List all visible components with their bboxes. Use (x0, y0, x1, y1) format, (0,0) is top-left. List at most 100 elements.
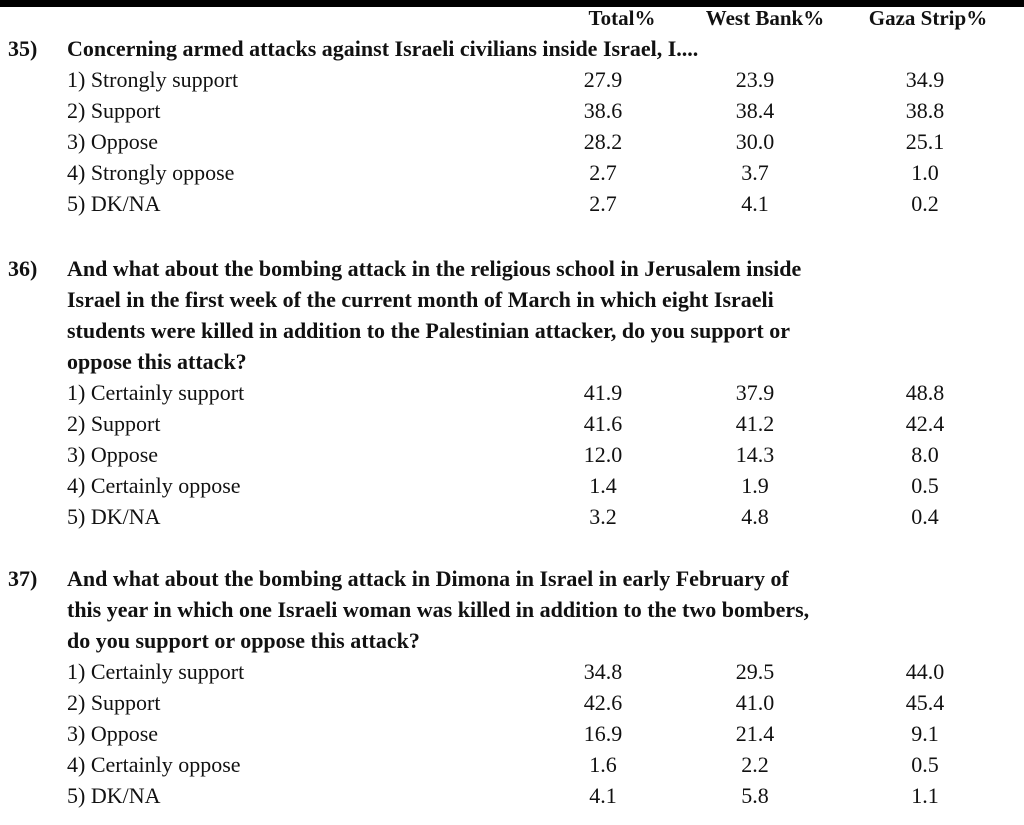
question-text: oppose this attack? (67, 349, 247, 374)
value-gaza-strip: 34.9 (905, 67, 945, 92)
answer-label: 5) DK/NA (67, 504, 161, 529)
answer-row: 4) Certainly oppose 1.6 2.2 0.5 (0, 749, 1024, 780)
answer-row: 1) Certainly support 34.8 29.5 44.0 (0, 656, 1024, 687)
question-block: 36) And what about the bombing attack in … (0, 253, 1024, 532)
answer-row: 3) Oppose 12.0 14.3 8.0 (0, 439, 1024, 470)
value-total: 4.1 (589, 783, 617, 808)
answer-label: 3) Oppose (67, 442, 159, 467)
question-line: 35) Concerning armed attacks against Isra… (0, 33, 1024, 64)
value-total: 2.7 (589, 160, 617, 185)
question-block: 35) Concerning armed attacks against Isra… (0, 33, 1024, 219)
value-gaza-strip: 0.4 (911, 504, 939, 529)
question-text: And what about the bombing attack in Dim… (67, 566, 789, 591)
value-gaza-strip: 42.4 (905, 411, 945, 436)
answer-label: 4) Certainly oppose (67, 752, 241, 777)
answer-row: 1) Certainly support 41.9 37.9 48.8 (0, 377, 1024, 408)
value-west-bank: 37.9 (735, 380, 775, 405)
answer-row: 3) Oppose 28.2 30.0 25.1 (0, 126, 1024, 157)
value-gaza-strip: 0.5 (911, 752, 939, 777)
question-text: Israel in the first week of the current … (67, 287, 774, 312)
question-text: do you support or oppose this attack? (67, 628, 420, 653)
value-west-bank: 2.2 (741, 752, 769, 777)
answer-row: 4) Certainly oppose 1.4 1.9 0.5 (0, 470, 1024, 501)
value-west-bank: 30.0 (735, 129, 775, 154)
value-west-bank: 5.8 (741, 783, 769, 808)
question-line: 36) And what about the bombing attack in … (0, 253, 1024, 284)
answer-label: 1) Strongly support (67, 67, 239, 92)
value-west-bank: 4.1 (741, 191, 769, 216)
answer-label: 4) Certainly oppose (67, 473, 241, 498)
value-total: 42.6 (583, 690, 623, 715)
answer-label: 3) Oppose (67, 721, 159, 746)
value-west-bank: 21.4 (735, 721, 775, 746)
answer-row: 5) DK/NA 3.2 4.8 0.4 (0, 501, 1024, 532)
question-text: And what about the bombing attack in the… (67, 256, 802, 281)
value-west-bank: 1.9 (741, 473, 769, 498)
answer-label: 5) DK/NA (67, 191, 161, 216)
answer-row: 5) DK/NA 2.7 4.1 0.2 (0, 188, 1024, 219)
value-total: 41.6 (583, 411, 623, 436)
value-west-bank: 14.3 (735, 442, 775, 467)
answer-label: 1) Certainly support (67, 659, 245, 684)
question-line: do you support or oppose this attack? (0, 625, 1024, 656)
value-total: 28.2 (583, 129, 623, 154)
value-west-bank: 41.0 (735, 690, 775, 715)
value-total: 27.9 (583, 67, 623, 92)
value-gaza-strip: 1.1 (911, 783, 939, 808)
answer-label: 5) DK/NA (67, 783, 161, 808)
value-total: 1.6 (589, 752, 617, 777)
value-west-bank: 38.4 (735, 98, 775, 123)
column-header-total: Total% (588, 6, 656, 30)
value-total: 2.7 (589, 191, 617, 216)
column-header-gaza-strip: Gaza Strip% (868, 6, 988, 30)
question-line: 37) And what about the bombing attack in … (0, 563, 1024, 594)
answer-row: 3) Oppose 16.9 21.4 9.1 (0, 718, 1024, 749)
value-west-bank: 29.5 (735, 659, 775, 684)
question-line: Israel in the first week of the current … (0, 284, 1024, 315)
answer-label: 2) Support (67, 411, 161, 436)
value-total: 38.6 (583, 98, 623, 123)
question-text: Concerning armed attacks against Israeli… (67, 36, 699, 61)
answer-label: 1) Certainly support (67, 380, 245, 405)
answer-label: 4) Strongly oppose (67, 160, 235, 185)
value-total: 3.2 (589, 504, 617, 529)
answer-row: 2) Support 38.6 38.4 38.8 (0, 95, 1024, 126)
value-gaza-strip: 38.8 (905, 98, 945, 123)
column-header-west-bank: West Bank% (705, 6, 825, 30)
value-total: 34.8 (583, 659, 623, 684)
question-number: 37) (8, 566, 38, 591)
value-gaza-strip: 44.0 (905, 659, 945, 684)
answer-row: 2) Support 42.6 41.0 45.4 (0, 687, 1024, 718)
value-west-bank: 4.8 (741, 504, 769, 529)
value-total: 41.9 (583, 380, 623, 405)
value-gaza-strip: 0.2 (911, 191, 939, 216)
answer-row: 1) Strongly support 27.9 23.9 34.9 (0, 64, 1024, 95)
value-west-bank: 23.9 (735, 67, 775, 92)
value-gaza-strip: 9.1 (911, 721, 939, 746)
question-text: students were killed in addition to the … (67, 318, 791, 343)
answer-label: 2) Support (67, 690, 161, 715)
question-number: 36) (8, 256, 38, 281)
value-gaza-strip: 48.8 (905, 380, 945, 405)
value-gaza-strip: 0.5 (911, 473, 939, 498)
value-total: 1.4 (589, 473, 617, 498)
value-total: 16.9 (583, 721, 623, 746)
question-line: this year in which one Israeli woman was… (0, 594, 1024, 625)
value-gaza-strip: 25.1 (905, 129, 945, 154)
answer-row: 5) DK/NA 4.1 5.8 1.1 (0, 780, 1024, 811)
question-block: 37) And what about the bombing attack in … (0, 563, 1024, 811)
question-number: 35) (8, 36, 38, 61)
answer-label: 2) Support (67, 98, 161, 123)
value-gaza-strip: 8.0 (911, 442, 939, 467)
value-gaza-strip: 45.4 (905, 690, 945, 715)
answer-label: 3) Oppose (67, 129, 159, 154)
top-border (0, 0, 1024, 7)
column-headers: Total% West Bank% Gaza Strip% (0, 3, 1024, 34)
value-west-bank: 3.7 (741, 160, 769, 185)
answer-row: 2) Support 41.6 41.2 42.4 (0, 408, 1024, 439)
value-total: 12.0 (583, 442, 623, 467)
value-gaza-strip: 1.0 (911, 160, 939, 185)
answer-row: 4) Strongly oppose 2.7 3.7 1.0 (0, 157, 1024, 188)
value-west-bank: 41.2 (735, 411, 775, 436)
question-line: students were killed in addition to the … (0, 315, 1024, 346)
